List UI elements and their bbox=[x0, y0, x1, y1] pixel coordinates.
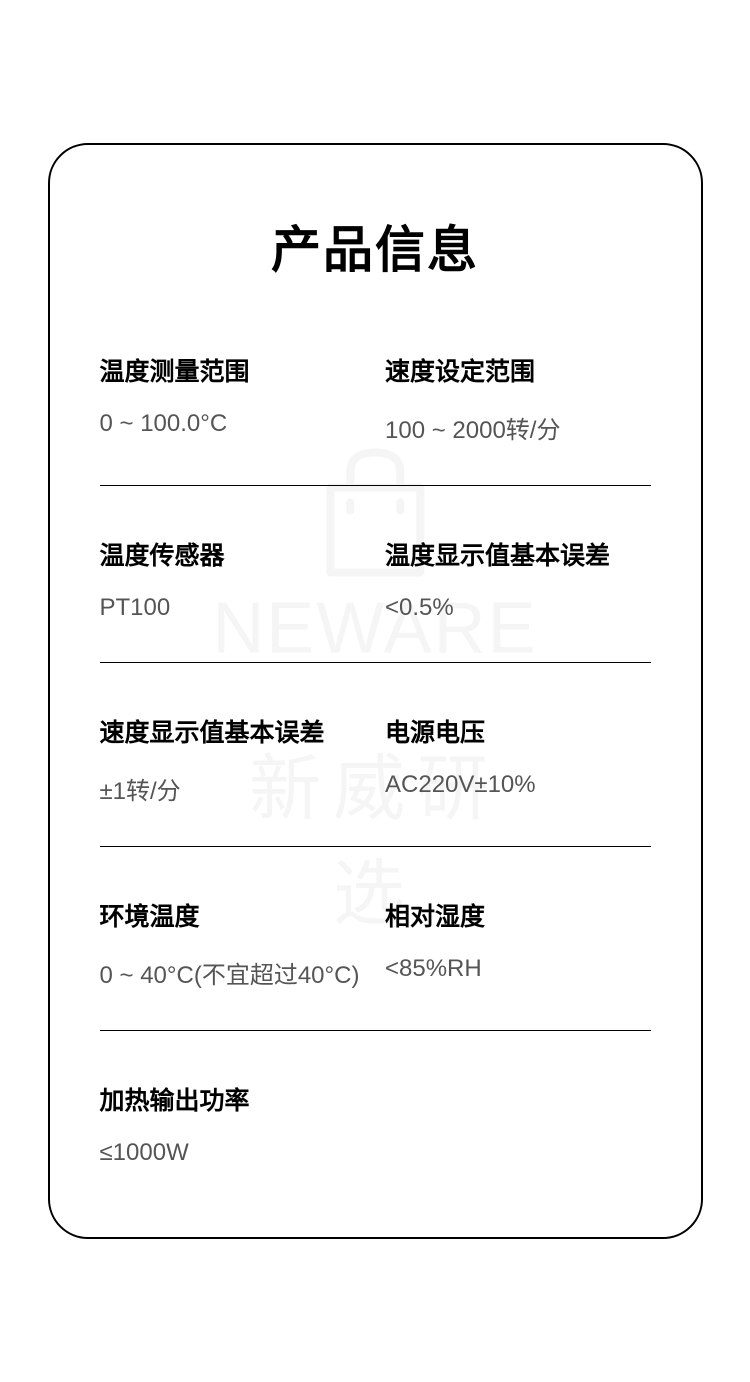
spec-row: 温度测量范围 0 ~ 100.0°C 速度设定范围 100 ~ 2000转/分 bbox=[100, 352, 651, 486]
spec-value: ±1转/分 bbox=[100, 771, 366, 806]
spec-item-empty bbox=[385, 1081, 651, 1167]
spec-row: 加热输出功率 ≤1000W bbox=[100, 1081, 651, 1167]
spec-item: 速度设定范围 100 ~ 2000转/分 bbox=[385, 352, 651, 445]
spec-label: 温度传感器 bbox=[100, 536, 366, 572]
spec-value: 0 ~ 40°C(不宜超过40°C) bbox=[100, 955, 366, 990]
spec-value: AC220V±10% bbox=[385, 771, 651, 799]
spec-row: 环境温度 0 ~ 40°C(不宜超过40°C) 相对湿度 <85%RH bbox=[100, 897, 651, 1031]
spec-item: 速度显示值基本误差 ±1转/分 bbox=[100, 713, 386, 806]
product-info-card: NEWARE 新威研选 产品信息 温度测量范围 0 ~ 100.0°C 速度设定… bbox=[48, 143, 703, 1239]
spec-item: 温度测量范围 0 ~ 100.0°C bbox=[100, 352, 386, 445]
spec-row: 温度传感器 PT100 温度显示值基本误差 <0.5% bbox=[100, 536, 651, 663]
spec-value: PT100 bbox=[100, 594, 366, 622]
spec-value: 0 ~ 100.0°C bbox=[100, 410, 366, 438]
spec-item: 环境温度 0 ~ 40°C(不宜超过40°C) bbox=[100, 897, 386, 990]
spec-value: <85%RH bbox=[385, 955, 651, 983]
spec-label: 速度设定范围 bbox=[385, 352, 651, 388]
spec-row: 速度显示值基本误差 ±1转/分 电源电压 AC220V±10% bbox=[100, 713, 651, 847]
spec-label: 温度测量范围 bbox=[100, 352, 366, 388]
spec-value: 100 ~ 2000转/分 bbox=[385, 410, 651, 445]
content: 产品信息 温度测量范围 0 ~ 100.0°C 速度设定范围 100 ~ 200… bbox=[100, 210, 651, 1167]
spec-item: 温度传感器 PT100 bbox=[100, 536, 386, 622]
spec-label: 速度显示值基本误差 bbox=[100, 713, 366, 749]
spec-label: 温度显示值基本误差 bbox=[385, 536, 651, 572]
spec-value: <0.5% bbox=[385, 594, 651, 622]
spec-value: ≤1000W bbox=[100, 1139, 366, 1167]
spec-label: 加热输出功率 bbox=[100, 1081, 366, 1117]
spec-label: 环境温度 bbox=[100, 897, 366, 933]
spec-item: 加热输出功率 ≤1000W bbox=[100, 1081, 386, 1167]
spec-item: 相对湿度 <85%RH bbox=[385, 897, 651, 990]
spec-label: 相对湿度 bbox=[385, 897, 651, 933]
spec-item: 温度显示值基本误差 <0.5% bbox=[385, 536, 651, 622]
spec-item: 电源电压 AC220V±10% bbox=[385, 713, 651, 806]
spec-label: 电源电压 bbox=[385, 713, 651, 749]
page-title: 产品信息 bbox=[100, 210, 651, 282]
